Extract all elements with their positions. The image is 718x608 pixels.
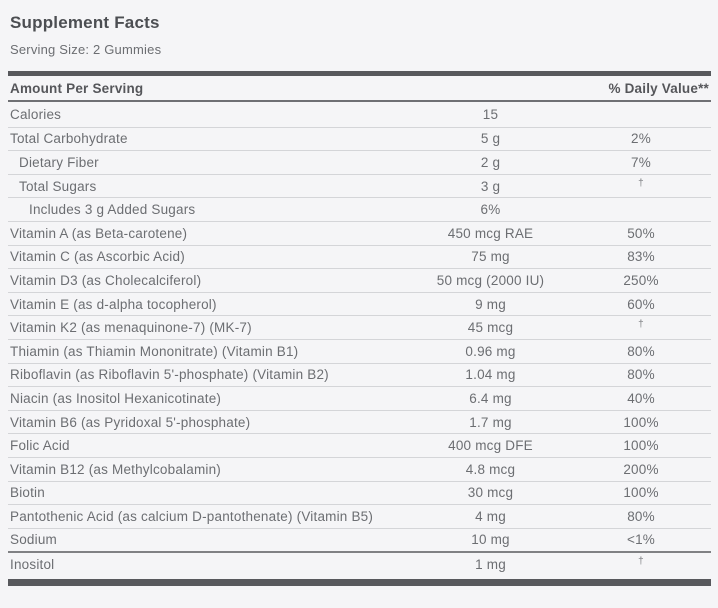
amount-value: 400 mcg DFE xyxy=(448,438,533,454)
amount-value: 6.4 mg xyxy=(469,390,512,406)
amount-value: 1.04 mg xyxy=(465,367,516,383)
amount-value: 1.7 mg xyxy=(469,414,512,430)
amount-value: 30 mcg xyxy=(467,485,514,501)
amount-value: 15 xyxy=(482,106,499,122)
table-row: Inositol 1 mg † xyxy=(8,551,711,575)
amount-value: 10 mg xyxy=(471,532,510,548)
daily-value: 50% xyxy=(627,225,655,241)
daily-value: 83% xyxy=(627,249,655,265)
serving-size-text: Serving Size: 2 Gummies xyxy=(10,42,162,57)
page-title: Supplement Facts xyxy=(10,13,160,32)
table-row: Niacin (as Inositol Hexanicotinate) 6.4 … xyxy=(8,386,711,410)
nutrient-name: Dietary Fiber xyxy=(19,154,99,170)
table-row: Pantothenic Acid (as calcium D-pantothen… xyxy=(8,504,711,528)
table-row: Total Sugars 3 g † xyxy=(8,173,711,198)
nutrient-name: Thiamin (as Thiamin Mononitrate) (Vitami… xyxy=(10,343,299,359)
daily-value: 7% xyxy=(631,154,651,170)
table-row: Vitamin A (as Beta-carotene) 450 mcg RAE… xyxy=(8,220,711,245)
daily-value: 100% xyxy=(623,438,659,454)
daily-value: 40% xyxy=(627,390,655,406)
table-row: Sodium 10 mg <1% xyxy=(8,527,711,552)
daily-value: † xyxy=(638,319,644,331)
column-header-amount-per-serving: Amount Per Serving xyxy=(10,80,144,96)
nutrient-name: Vitamin A (as Beta-carotene) xyxy=(10,225,188,241)
nutrient-name: Riboflavin (as Riboflavin 5'-phosphate) … xyxy=(10,367,329,383)
table-row: Dietary Fiber 2 g 7% xyxy=(8,150,711,174)
nutrient-name: Vitamin E (as d-alpha tocopherol) xyxy=(10,296,217,312)
nutrient-name: Total Sugars xyxy=(19,178,97,194)
nutrient-name: Vitamin D3 (as Cholecalciferol) xyxy=(10,272,202,288)
table-row: Vitamin K2 (as menaquinone-7) (MK-7) 45 … xyxy=(8,315,711,339)
nutrient-name: Vitamin B6 (as Pyridoxal 5'-phosphate) xyxy=(10,414,251,430)
table-row: Folic Acid 400 mcg DFE 100% xyxy=(8,433,711,457)
amount-value: 4 mg xyxy=(475,508,506,524)
nutrient-name: Vitamin K2 (as menaquinone-7) (MK-7) xyxy=(10,320,252,336)
nutrient-table: Calories 15 Total Carbohydrate 5 g 2% Di… xyxy=(8,102,711,575)
amount-value: 9 mg xyxy=(475,296,506,312)
table-row: Vitamin E (as d-alpha tocopherol) 9 mg 6… xyxy=(8,291,711,316)
daily-value: 200% xyxy=(623,461,659,477)
table-row: Total Carbohydrate 5 g 2% xyxy=(8,126,711,151)
amount-value: 2 g xyxy=(480,154,501,170)
amount-value: 450 mcg RAE xyxy=(447,225,534,241)
table-row: Biotin 30 mcg 100% xyxy=(8,480,711,505)
daily-value: 100% xyxy=(623,414,659,430)
column-header-daily-value: % Daily Value** xyxy=(608,80,709,96)
table-row: Vitamin C (as Ascorbic Acid) 75 mg 83% xyxy=(8,244,711,269)
table-row: Vitamin B6 (as Pyridoxal 5'-phosphate) 1… xyxy=(8,409,711,434)
amount-value: 0.96 mg xyxy=(465,343,516,359)
nutrient-name: Folic Acid xyxy=(10,438,70,454)
nutrient-name: Niacin (as Inositol Hexanicotinate) xyxy=(10,390,222,406)
amount-value: 5 g xyxy=(480,131,501,147)
daily-value: 80% xyxy=(627,343,655,359)
daily-value: † xyxy=(638,555,644,567)
table-row: Thiamin (as Thiamin Mononitrate) (Vitami… xyxy=(8,338,711,363)
daily-value: 2% xyxy=(631,131,651,147)
daily-value: 80% xyxy=(627,508,655,524)
nutrient-name: Pantothenic Acid (as calcium D-pantothen… xyxy=(10,508,374,524)
nutrient-name: Inositol xyxy=(10,556,55,572)
table-row: Calories 15 xyxy=(8,102,711,127)
nutrient-name: Vitamin B12 (as Methylcobalamin) xyxy=(10,461,221,477)
divider-bar-bottom xyxy=(8,578,711,586)
label-header: Supplement Facts Serving Size: 2 Gummies xyxy=(8,0,711,57)
amount-value: 50 mcg (2000 IU) xyxy=(436,272,545,288)
daily-value: 80% xyxy=(627,367,655,383)
nutrient-name: Vitamin C (as Ascorbic Acid) xyxy=(10,249,185,265)
amount-value: 3 g xyxy=(480,178,501,194)
nutrient-name: Calories xyxy=(10,106,62,122)
table-header-row: Amount Per Serving % Daily Value** xyxy=(8,76,711,102)
daily-value: 100% xyxy=(623,485,659,501)
nutrient-name: Biotin xyxy=(10,485,45,501)
daily-value: † xyxy=(638,177,644,189)
daily-value: 60% xyxy=(627,296,655,312)
daily-value: <1% xyxy=(627,532,655,548)
table-row: Includes 3 g Added Sugars 6% xyxy=(8,197,711,221)
nutrient-name: Sodium xyxy=(10,532,57,548)
table-row: Vitamin D3 (as Cholecalciferol) 50 mcg (… xyxy=(8,268,711,292)
table-row: Riboflavin (as Riboflavin 5'-phosphate) … xyxy=(8,362,711,387)
amount-value: 6% xyxy=(480,202,501,218)
amount-value: 1 mg xyxy=(475,556,506,572)
amount-value: 45 mcg xyxy=(467,320,514,336)
amount-value: 75 mg xyxy=(471,249,510,265)
divider-bar-top xyxy=(8,71,711,76)
nutrient-name: Includes 3 g Added Sugars xyxy=(29,202,196,218)
nutrient-name: Total Carbohydrate xyxy=(10,131,128,147)
daily-value: 250% xyxy=(623,272,659,288)
table-row: Vitamin B12 (as Methylcobalamin) 4.8 mcg… xyxy=(8,456,711,481)
amount-value: 4.8 mcg xyxy=(465,461,516,477)
